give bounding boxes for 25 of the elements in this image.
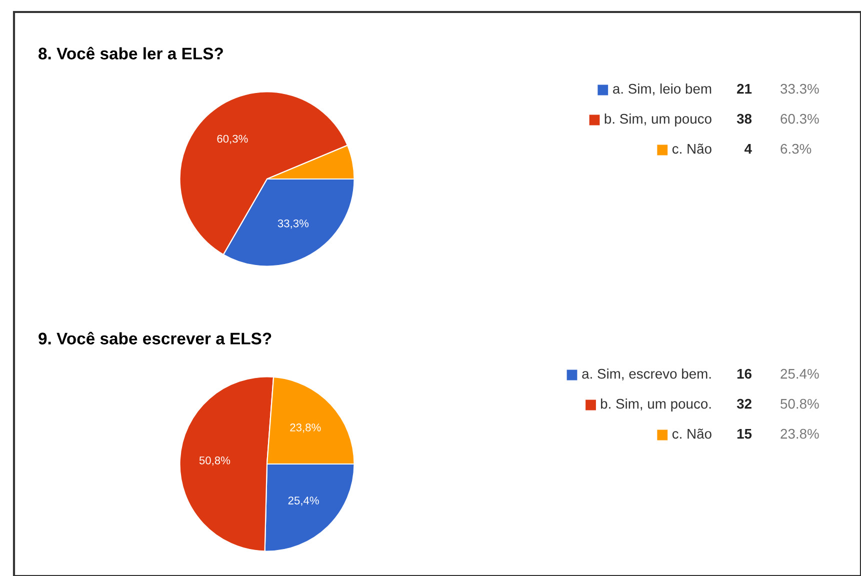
text: 25.4% bbox=[780, 368, 819, 379]
legend-label: a. Sim, escrevo bem. bbox=[582, 368, 711, 380]
data-label: 50,8% bbox=[199, 456, 230, 466]
chart-title: 8. Você sabe ler a ELS? bbox=[38, 46, 223, 60]
chart-title: 9. Você sabe escrever a ELS? bbox=[38, 332, 272, 344]
data-label: 33,3% bbox=[278, 219, 309, 229]
legend-label: b. Sim, um pouco. bbox=[600, 398, 711, 412]
text: 60.3% bbox=[780, 114, 819, 124]
text: 23.8% bbox=[780, 428, 819, 439]
data-label: 23,8% bbox=[290, 424, 321, 433]
legend-label: c. Não bbox=[672, 428, 712, 439]
text: 21 bbox=[737, 84, 752, 94]
text: 15 bbox=[737, 429, 752, 439]
text: 16 bbox=[737, 368, 752, 379]
text: 33.3% bbox=[780, 84, 819, 94]
legend-label: b. Sim, um pouco bbox=[604, 114, 712, 126]
legend-label: a. Sim, leio bem bbox=[613, 84, 712, 96]
text: 38 bbox=[736, 114, 752, 124]
data-label: 25,4% bbox=[288, 496, 319, 506]
text: 4 bbox=[744, 144, 752, 154]
text: 32 bbox=[736, 398, 752, 409]
text: 50.8% bbox=[780, 398, 819, 409]
text: 6.3% bbox=[780, 144, 812, 154]
legend-label: c. Não bbox=[672, 144, 712, 154]
data-label: 60,3% bbox=[217, 134, 248, 144]
